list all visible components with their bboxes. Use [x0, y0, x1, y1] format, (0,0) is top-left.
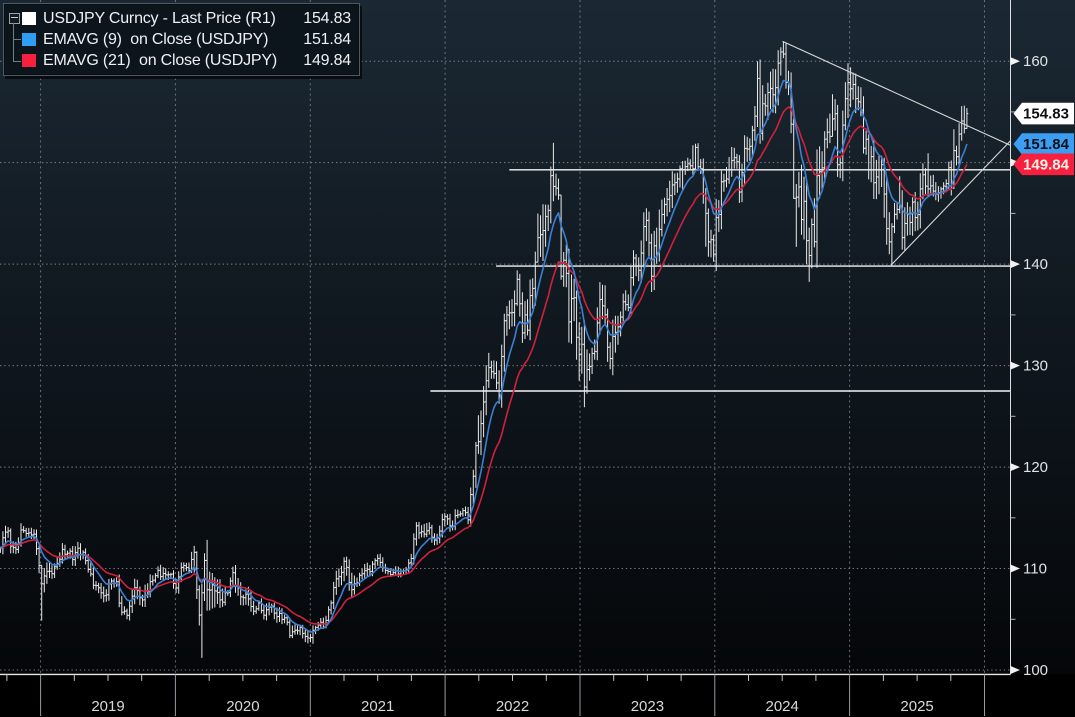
price-badge-last-price: [1013, 102, 1074, 125]
legend-box: USDJPY Curncy - Last Price (R1) 154.83 E…: [3, 3, 360, 76]
legend-collapse-icon[interactable]: [9, 13, 20, 24]
legend-value: 149.84: [303, 52, 351, 69]
y-axis-label: 100: [1023, 662, 1048, 679]
price-badge-value: 154.83: [1023, 106, 1069, 123]
legend-row-emavg9[interactable]: EMAVG (9) on Close (USDJPY) 151.84: [4, 29, 359, 50]
y-axis-label: 130: [1023, 358, 1048, 375]
emavg21-line: [0, 106, 968, 625]
legend-label: EMAVG (21) on Close (USDJPY): [43, 52, 277, 69]
y-tick-arrow-icon: [1010, 57, 1020, 66]
trendline: [890, 140, 1011, 266]
x-axis-year-label: 2020: [226, 698, 259, 715]
trendline: [782, 40, 1011, 146]
x-axis: 2019 2020 2021 2022 2023 2024 2025: [6, 674, 985, 716]
price-badge-value: 151.84: [1023, 136, 1070, 153]
legend-value: 154.83: [303, 10, 351, 27]
y-tick-arrow-icon: [1010, 260, 1020, 269]
price-badges: 154.83 151.84 149.84: [1013, 102, 1074, 176]
x-axis-year-label: 2022: [496, 698, 529, 715]
legend-tree-stub: [13, 39, 21, 40]
x-axis-year-label: 2023: [631, 698, 664, 715]
x-axis-year-label: 2025: [900, 698, 933, 715]
legend-row-emavg21[interactable]: EMAVG (21) on Close (USDJPY) 149.84: [4, 50, 359, 71]
price-badge-value: 149.84: [1023, 156, 1070, 173]
x-axis-year-label: 2019: [91, 698, 124, 715]
y-tick-arrow-icon: [1010, 666, 1020, 674]
x-axis-year-label: 2021: [361, 698, 394, 715]
price-badge-emavg9: [1013, 133, 1074, 155]
legend-label: EMAVG (9) on Close (USDJPY): [43, 31, 269, 48]
y-tick-arrow-icon: [1010, 463, 1020, 472]
last-price-swatch-icon: [22, 12, 36, 25]
y-axis-label: 110: [1023, 561, 1047, 578]
x-axis-year-label: 2024: [766, 698, 799, 715]
y-axis-label: 160: [1023, 53, 1048, 70]
legend-label: USDJPY Curncy - Last Price (R1): [43, 10, 276, 27]
legend-row-last-price[interactable]: USDJPY Curncy - Last Price (R1) 154.83: [4, 8, 359, 29]
y-tick-arrow-icon: [1010, 361, 1020, 370]
x-axis-strip: [0, 674, 1075, 717]
emavg9-line: [0, 79, 968, 633]
y-axis: 100110120130140150160: [1010, 53, 1048, 679]
price-badge-emavg21: [1013, 153, 1074, 176]
legend-value: 151.84: [303, 31, 351, 48]
emavg21-swatch-icon: [22, 54, 36, 67]
legend-tree-stub: [13, 61, 21, 62]
emavg9-swatch-icon: [22, 33, 36, 46]
legend-tree-line: [13, 23, 14, 62]
y-axis-label: 140: [1023, 256, 1048, 273]
gridlines: [0, 0, 1011, 675]
y-axis-label: 120: [1023, 459, 1048, 476]
y-tick-arrow-icon: [1010, 564, 1020, 573]
support-resistance-lines: [430, 169, 1011, 392]
